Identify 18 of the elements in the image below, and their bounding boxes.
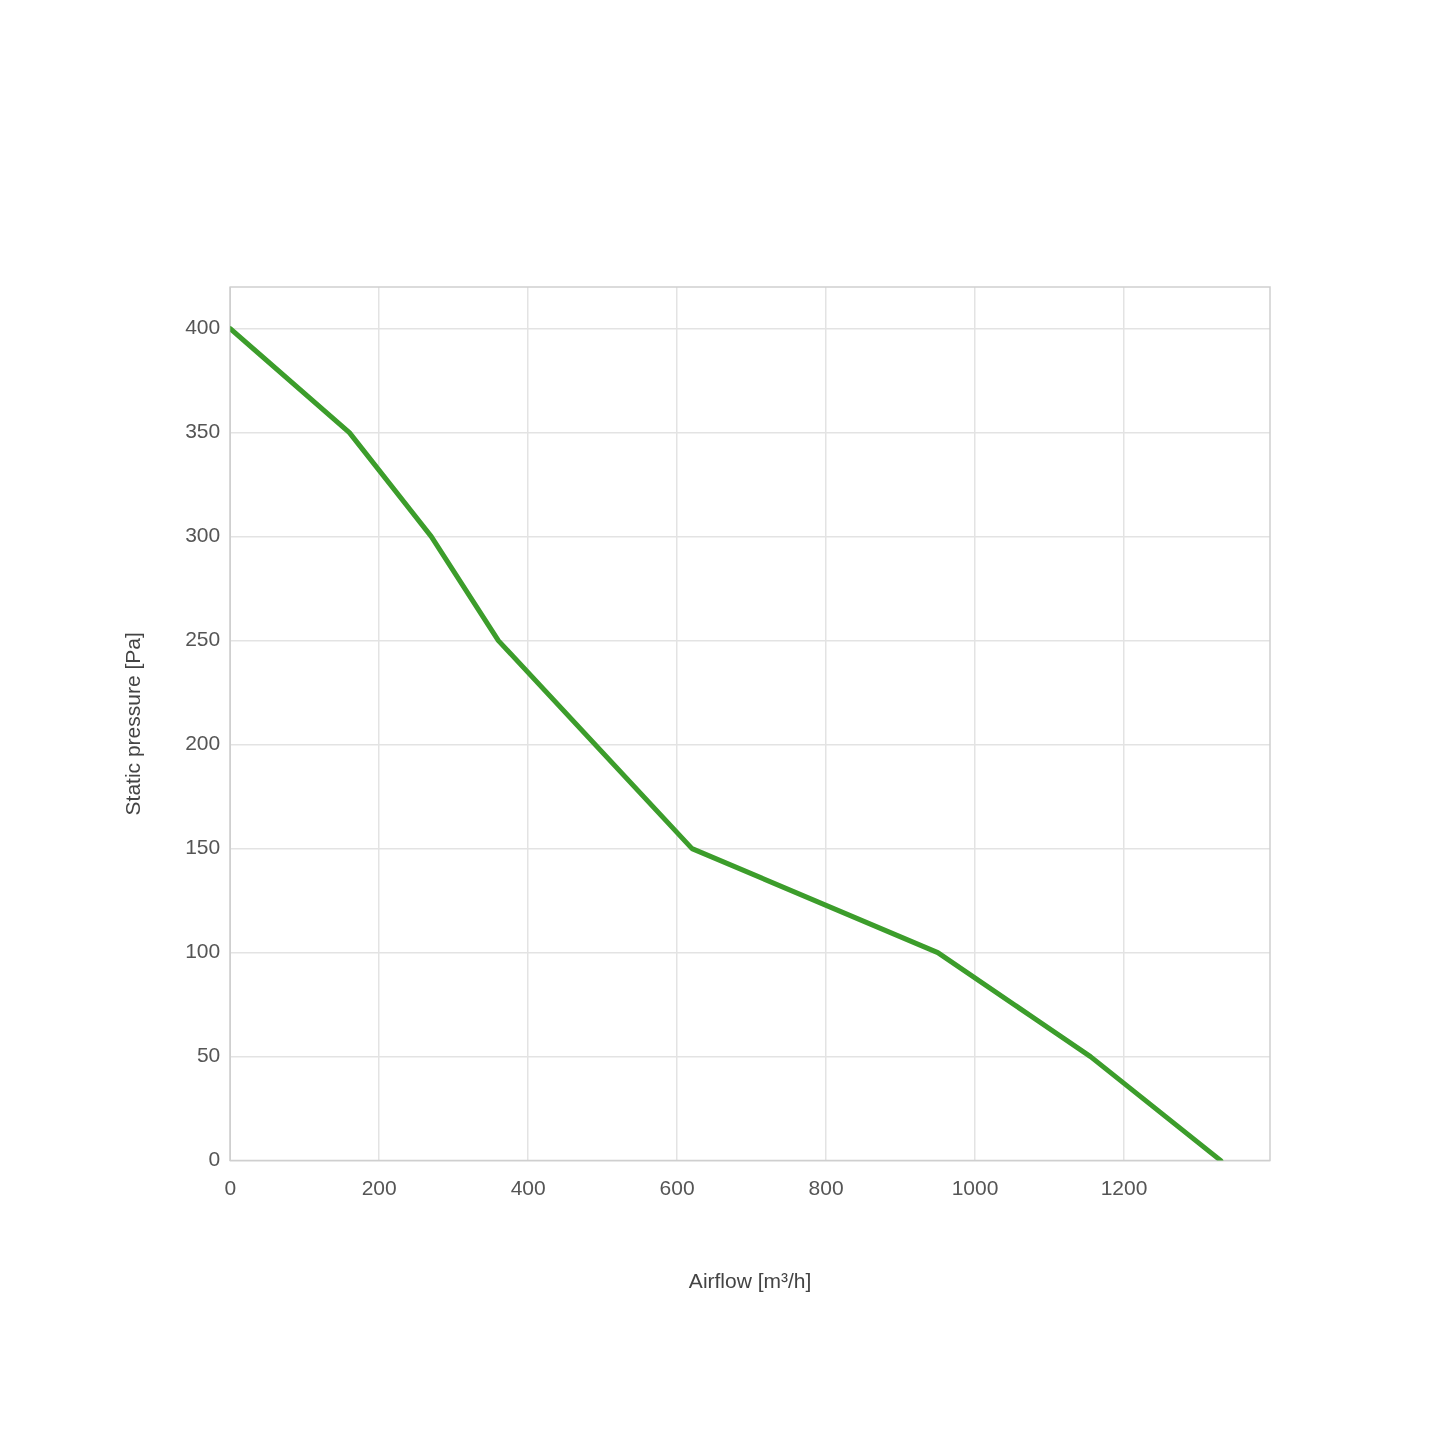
- y-tick-label: 100: [185, 939, 221, 963]
- x-tick-label: 600: [659, 1176, 695, 1199]
- y-tick-label: 400: [185, 315, 221, 339]
- y-tick-label: 250: [185, 627, 221, 651]
- x-tick-label: 1000: [951, 1176, 999, 1199]
- y-tick-label: 350: [185, 419, 221, 443]
- x-axis-title: Airflow [m³/h]: [688, 1269, 812, 1293]
- x-tick-label: 200: [361, 1176, 397, 1199]
- y-tick-label: 50: [196, 1043, 221, 1067]
- x-tick-label: 1200: [1100, 1176, 1148, 1199]
- x-tick-label: 400: [510, 1176, 546, 1199]
- y-tick-label: 200: [185, 731, 221, 755]
- y-tick-label: 300: [185, 523, 221, 547]
- y-axis-title: Static pressure [Pa]: [121, 632, 145, 816]
- x-tick-label: 0: [224, 1176, 237, 1199]
- y-tick-label: 150: [185, 835, 221, 859]
- x-tick-label: 800: [808, 1176, 844, 1199]
- y-tick-label: 0: [208, 1147, 221, 1171]
